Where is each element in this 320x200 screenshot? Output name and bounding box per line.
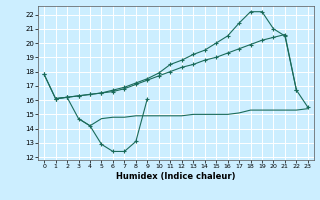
X-axis label: Humidex (Indice chaleur): Humidex (Indice chaleur) — [116, 172, 236, 181]
